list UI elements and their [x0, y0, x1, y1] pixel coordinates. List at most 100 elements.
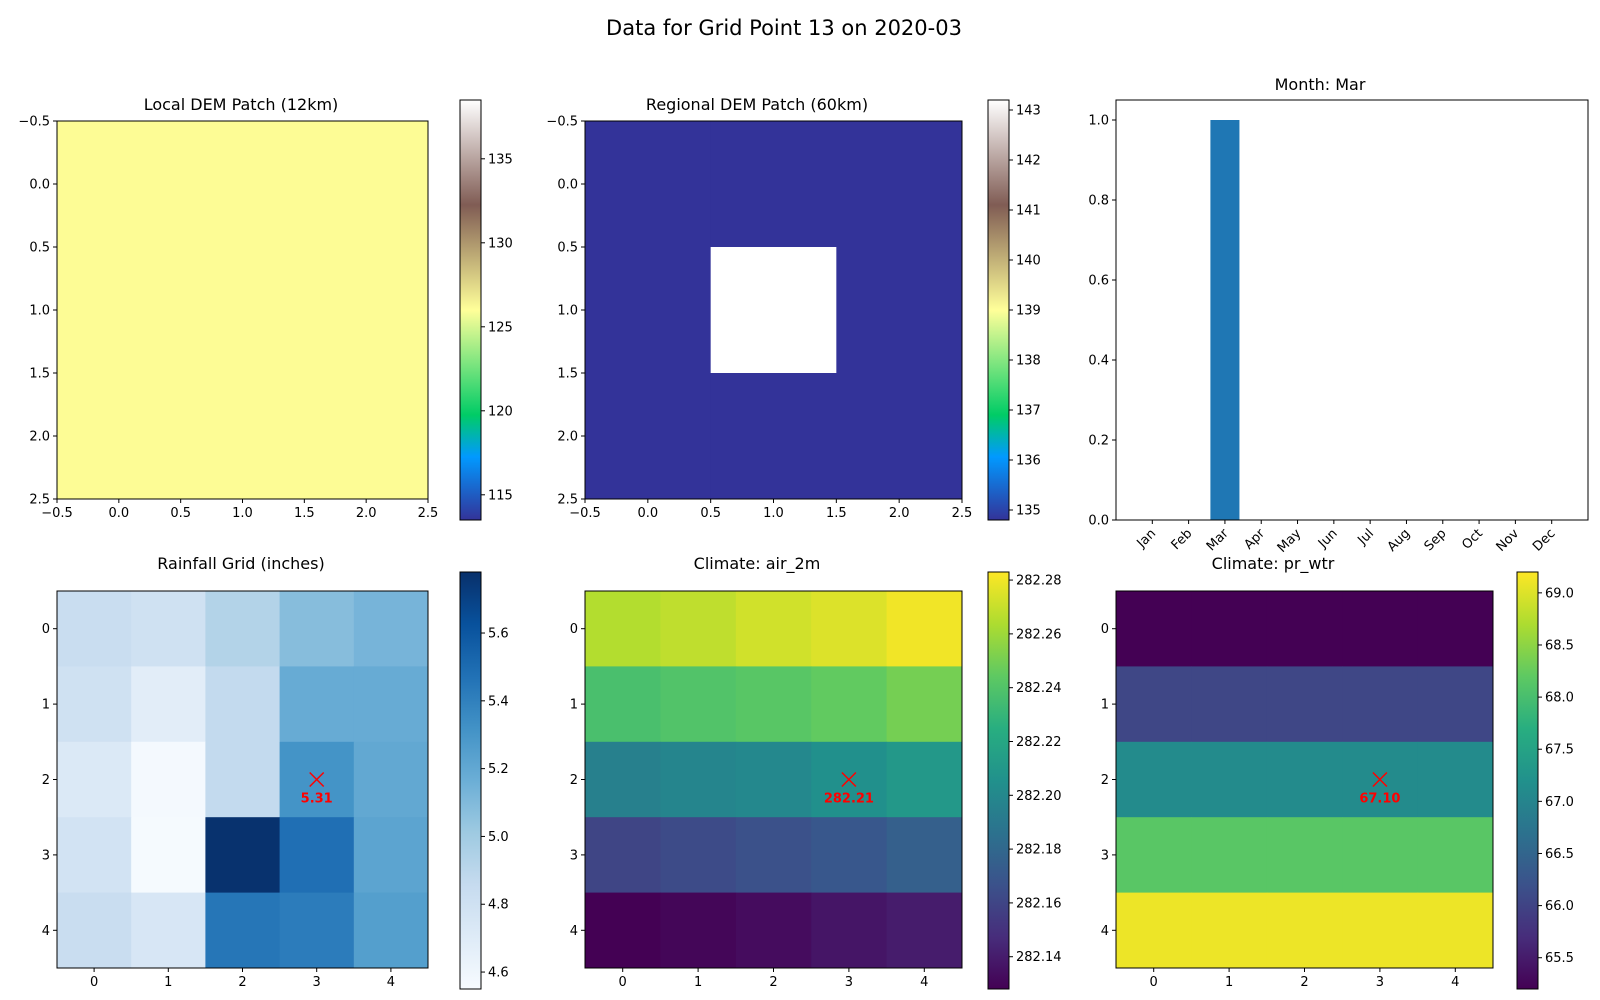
x-tick-label: 2.5	[418, 506, 439, 521]
heatmap-cell	[735, 892, 812, 969]
colorbar	[459, 571, 482, 990]
colorbar-tick-label: 115	[488, 488, 513, 503]
heatmap-cell	[1417, 591, 1494, 667]
colorbar-tick-label: 282.16	[1016, 896, 1062, 911]
x-tick-label: 0	[1150, 975, 1158, 990]
y-tick-label: 0.8	[1088, 194, 1109, 209]
x-tick-label: −0.5	[569, 506, 601, 521]
x-tick-label: 2.5	[952, 506, 973, 521]
colorbar	[987, 571, 1010, 990]
heatmap-cell	[710, 247, 837, 374]
heatmap-cell	[131, 741, 206, 818]
heatmap-cell	[353, 892, 429, 969]
heatmap-cell	[57, 310, 243, 500]
grid-point-value-label: 5.31	[301, 792, 333, 807]
heatmap-cell	[1342, 892, 1419, 969]
heatmap-cell	[242, 121, 429, 311]
y-tick-label: 0	[42, 622, 50, 637]
y-tick-label: 2.5	[29, 493, 50, 508]
colorbar-tick-label: 136	[1016, 454, 1041, 469]
heatmap-cell	[1342, 817, 1419, 894]
grid-point-value-label: 282.21	[824, 792, 874, 807]
heatmap-cell	[205, 817, 281, 894]
heatmap-cell	[660, 591, 737, 667]
heatmap-cell	[660, 666, 737, 743]
colorbar-tick-label: 139	[1016, 304, 1041, 319]
x-tick-label: 3	[845, 975, 853, 990]
heatmap-cell	[1116, 892, 1192, 969]
x-tick-label: 1.5	[294, 506, 315, 521]
axes-frame	[1115, 99, 1589, 521]
x-tick-label: Dec	[1530, 526, 1558, 554]
colorbar-tick-label: 5.0	[488, 830, 509, 845]
y-tick-label: 4	[42, 924, 50, 939]
colorbar-tick-label: 68.0	[1545, 691, 1574, 706]
y-tick-label: 2.0	[29, 430, 50, 445]
plot-area: 0 1 2 3 4 0 1 2 3 4 67.10 65.5 66.0 66.5 67.0 67.5 68.0 6…	[1101, 571, 1574, 990]
y-tick-label: 1.0	[1088, 114, 1109, 129]
heatmap-cell	[886, 741, 963, 818]
bar	[1210, 120, 1240, 520]
panel-title: Climate: pr_wtr	[1212, 554, 1335, 574]
heatmap-cell	[811, 892, 888, 969]
heatmap-cell	[205, 666, 281, 743]
x-tick-label: 0	[90, 975, 98, 990]
x-tick-label: Sep	[1422, 526, 1450, 554]
y-tick-label: 2	[42, 773, 50, 788]
x-tick-label: 1	[164, 975, 172, 990]
plot-area: Jan Feb Mar Apr May Jun Jul Aug Sep Oct Nov Dec 0.0 0…	[1088, 99, 1589, 556]
panel-title: Climate: air_2m	[694, 554, 821, 574]
colorbar	[459, 99, 482, 521]
panel-local-dem: Local DEM Patch (12km) −0.5 0.0 0.5 1.0 1.5 2…	[18, 95, 512, 521]
colorbar-tick-label: 282.26	[1016, 627, 1062, 642]
colorbar-tick-label: 66.0	[1545, 899, 1574, 914]
figure-title: Data for Grid Point 13 on 2020-03	[606, 16, 962, 40]
x-tick-label: Nov	[1494, 526, 1523, 555]
heatmap-cell	[1266, 591, 1343, 667]
x-tick-label: 1.5	[826, 506, 847, 521]
y-tick-label: 0.6	[1088, 274, 1109, 289]
colorbar-tick-label: 282.18	[1016, 843, 1062, 858]
y-tick-label: 3	[42, 848, 50, 863]
heatmap-cell	[1191, 817, 1268, 894]
y-tick-label: 3	[1101, 848, 1109, 863]
y-tick-label: −0.5	[546, 115, 578, 130]
y-tick-label: 2.5	[557, 493, 578, 508]
y-tick-label: 3	[570, 848, 578, 863]
heatmap-cell	[279, 591, 355, 667]
x-tick-label: Jun	[1315, 526, 1341, 552]
panel-title: Month: Mar	[1275, 75, 1366, 94]
x-tick-label: May	[1275, 526, 1305, 556]
heatmap-cell	[57, 892, 132, 969]
plot-area: −0.5 0.0 0.5 1.0 1.5 2.0 2.5−0.50.00.51.01.52.…	[546, 99, 1041, 521]
colorbar-tick-label: 282.24	[1016, 681, 1062, 696]
heatmap-cell	[57, 741, 132, 818]
heatmap-cell	[585, 591, 661, 667]
colorbar-tick-label: 137	[1016, 404, 1041, 419]
heatmap-cell	[205, 892, 281, 969]
y-tick-label: 1	[42, 698, 50, 713]
heatmap-cell	[735, 817, 812, 894]
heatmap-cell	[353, 817, 429, 894]
y-tick-label: 0.5	[29, 241, 50, 256]
heatmap-cell	[1116, 591, 1192, 667]
heatmap-cell	[1417, 666, 1494, 743]
panel-month-bar: Month: Mar Jan Feb Mar Apr May Jun Jul Aug Sep Oc…	[1088, 75, 1589, 556]
colorbar-tick-label: 141	[1016, 204, 1041, 219]
colorbar-tick-label: 143	[1016, 104, 1041, 119]
y-tick-label: 0.0	[1088, 514, 1109, 529]
y-tick-label: 0	[570, 622, 578, 637]
heatmap-cell	[811, 817, 888, 894]
heatmap-cell	[1342, 591, 1419, 667]
x-tick-label: Jan	[1134, 526, 1159, 551]
heatmap-cell	[1116, 817, 1192, 894]
colorbar-tick-label: 68.5	[1545, 638, 1574, 653]
heatmap-cell	[131, 817, 206, 894]
x-tick-label: −0.5	[41, 506, 73, 521]
grid-point-marker	[309, 771, 325, 788]
heatmap-cell	[205, 591, 281, 667]
heatmap-cell	[279, 666, 355, 743]
heatmap-cell	[279, 892, 355, 969]
colorbar-tick-label: 138	[1016, 354, 1041, 369]
